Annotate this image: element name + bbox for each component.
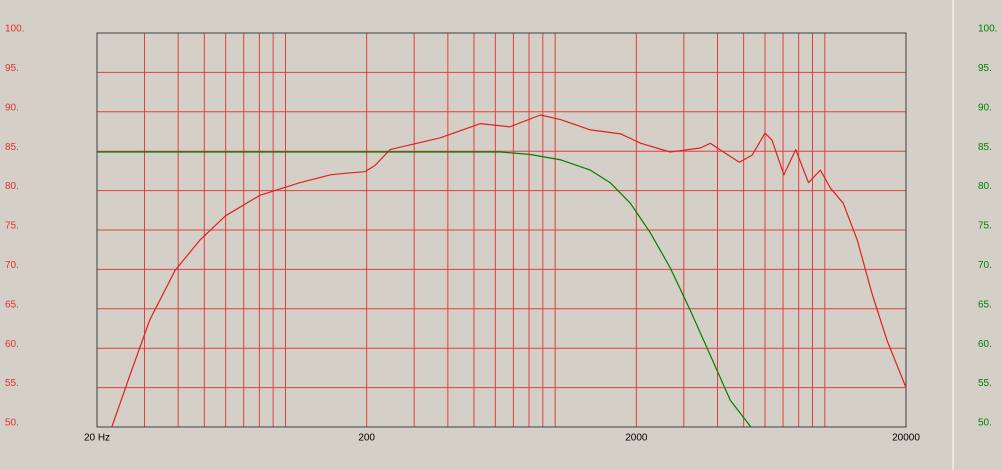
y-tick-label: 90.: [5, 102, 19, 113]
x-tick-label: 20 Hz: [84, 433, 110, 444]
x-tick-label: 200: [358, 433, 375, 444]
x-tick-label: 2000: [625, 433, 648, 444]
y-tick-label: 55.: [5, 378, 19, 389]
y2-tick-label: 85.: [978, 142, 992, 153]
y-tick-label: 95.: [5, 63, 19, 74]
y-tick-label: 80.: [5, 181, 19, 192]
plot-border: [96, 32, 907, 428]
y2-tick-label: 95.: [978, 63, 992, 74]
y-tick-label: 65.: [5, 299, 19, 310]
y-tick-label: 60.: [5, 339, 19, 350]
y-tick-label: 85.: [5, 142, 19, 153]
y-tick-label: 100.: [5, 24, 24, 35]
y2-tick-label: 50.: [978, 418, 992, 429]
y2-tick-label: 55.: [978, 378, 992, 389]
y2-tick-label: 75.: [978, 221, 992, 232]
y2-tick-label: 80.: [978, 181, 992, 192]
y-tick-label: 75.: [5, 221, 19, 232]
y-tick-label: 70.: [5, 260, 19, 271]
series-line: [97, 151, 752, 428]
y-tick-label: 50.: [5, 418, 19, 429]
y2-tick-label: 90.: [978, 102, 992, 113]
series-line: [111, 114, 907, 428]
y2-tick-label: 70.: [978, 260, 992, 271]
y2-tick-label: 60.: [978, 339, 992, 350]
x-tick-label: 20000: [892, 433, 920, 444]
y2-tick-label: 65.: [978, 299, 992, 310]
y2-tick-label: 100.: [978, 24, 997, 35]
